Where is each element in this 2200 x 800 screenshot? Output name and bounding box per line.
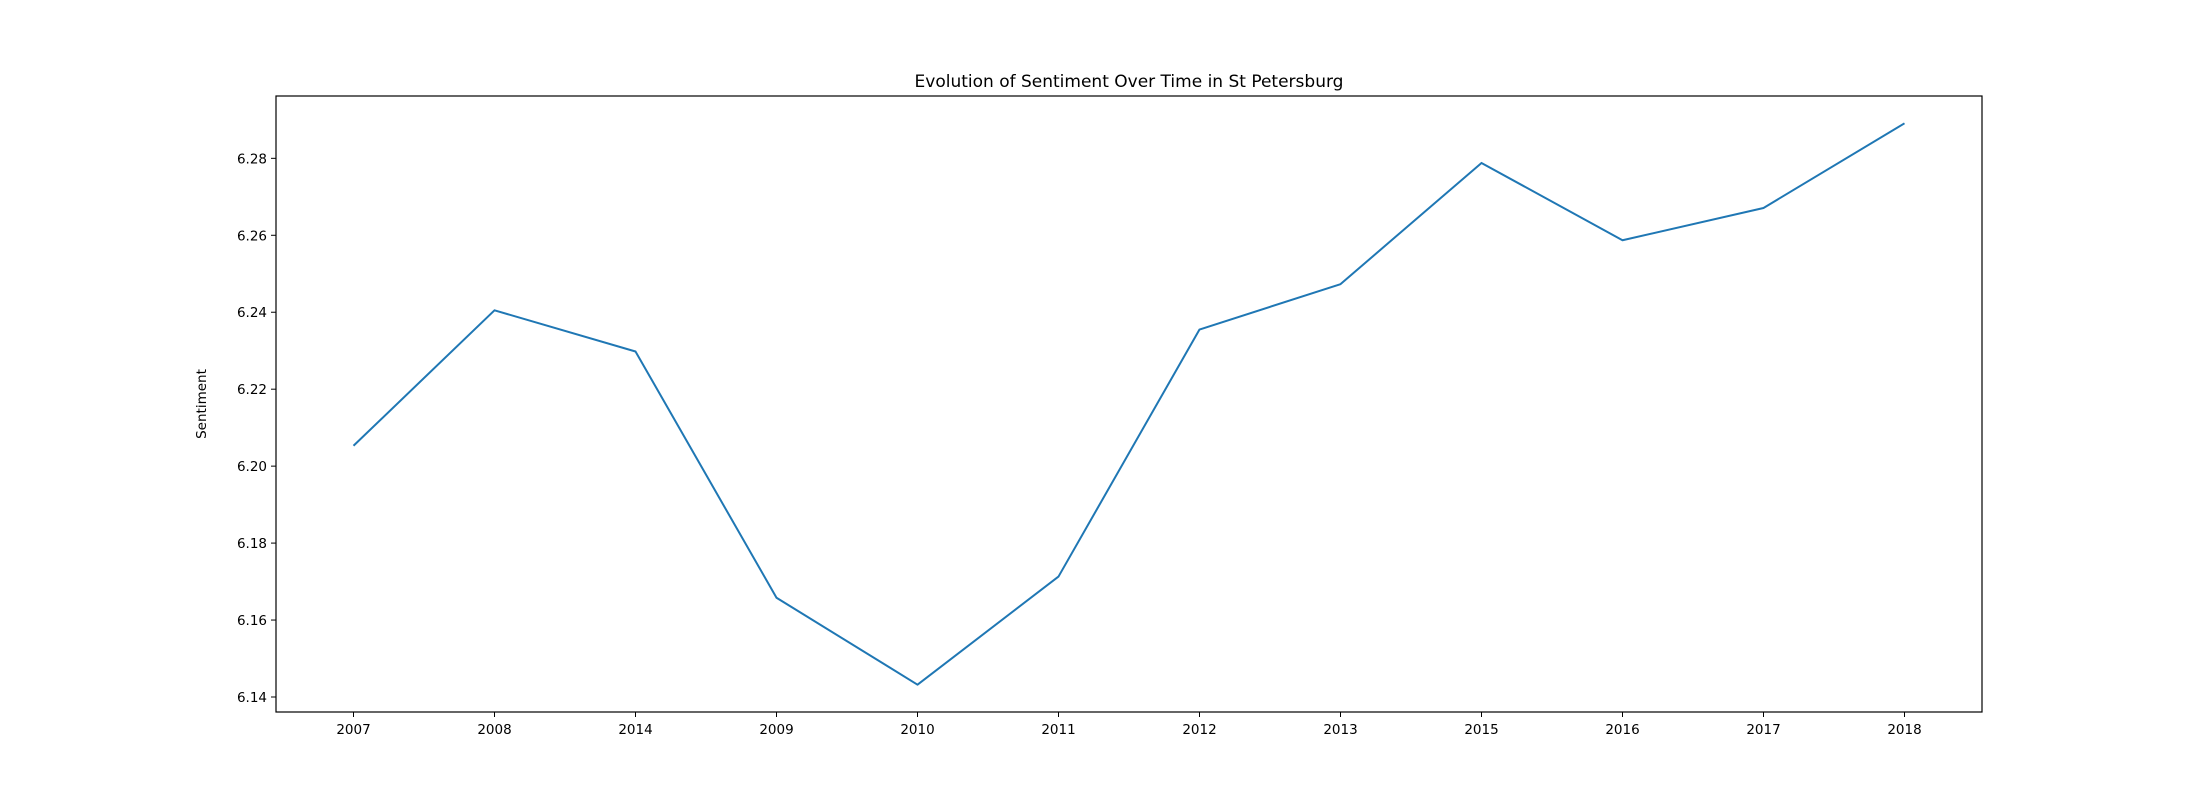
y-tick-label: 6.24 — [237, 305, 267, 321]
y-tick-label: 6.26 — [237, 228, 267, 244]
y-tick-label: 6.28 — [237, 151, 267, 167]
x-tick-label: 2013 — [1323, 722, 1357, 738]
x-tick-label: 2018 — [1887, 722, 1921, 738]
y-tick-label: 6.18 — [237, 536, 267, 552]
x-tick-label: 2007 — [336, 722, 370, 738]
x-tick-label: 2014 — [618, 722, 652, 738]
x-tick-label: 2017 — [1746, 722, 1780, 738]
y-axis: 6.14 6.16 6.18 6.20 6.22 6.24 6.26 6.28 — [237, 151, 276, 706]
x-axis: 2007 2008 2014 2009 2010 2011 2012 2013 2015 2016… — [336, 712, 1922, 738]
x-tick-label: 2012 — [1182, 722, 1216, 738]
x-tick-label: 2008 — [477, 722, 511, 738]
y-tick-label: 6.16 — [237, 613, 267, 629]
x-tick-label: 2009 — [759, 722, 793, 738]
y-axis-label: Sentiment — [194, 369, 210, 439]
x-tick-label: 2010 — [900, 722, 934, 738]
x-tick-label: 2016 — [1605, 722, 1639, 738]
plot-area-frame — [275, 95, 1983, 713]
x-tick-label: 2011 — [1041, 722, 1075, 738]
y-tick-label: 6.20 — [237, 459, 267, 475]
chart-title: Evolution of Sentiment Over Time in St P… — [915, 72, 1344, 92]
y-tick-label: 6.22 — [237, 382, 267, 398]
x-tick-label: 2015 — [1464, 722, 1498, 738]
series-line — [352, 122, 1906, 686]
y-tick-label: 6.14 — [237, 690, 267, 706]
